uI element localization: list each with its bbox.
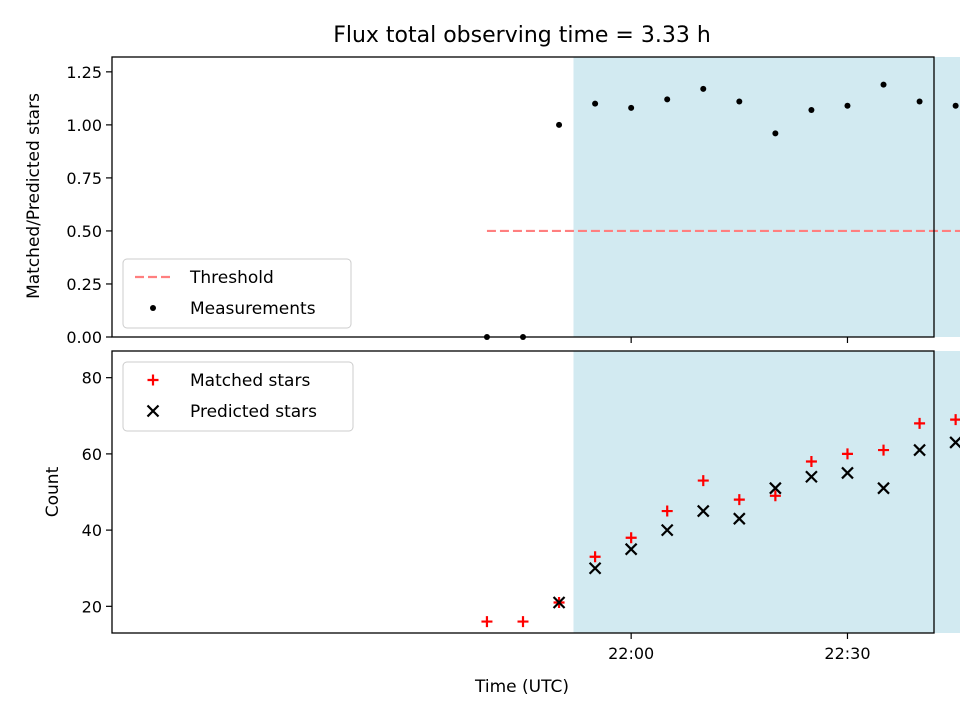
legend-label: Matched stars	[190, 371, 310, 391]
predicted-stars-point	[588, 561, 602, 575]
matched-stars-point	[733, 494, 745, 506]
predicted-stars-point	[660, 523, 674, 537]
measurement-point	[772, 130, 779, 137]
ratio-panel-y-label: Matched/Predicted stars	[24, 93, 44, 299]
matched-stars-point	[805, 456, 817, 468]
count-panel-y-label: Count	[43, 466, 63, 517]
matched-stars-point	[950, 414, 960, 426]
y-tick-label: 1.00	[66, 116, 102, 135]
y-tick-label: 60	[82, 445, 102, 464]
matched-stars-point	[914, 417, 926, 429]
measurement-point	[664, 96, 671, 103]
measurement-point	[700, 85, 707, 92]
matched-stars-point	[661, 505, 673, 517]
legend-box	[122, 258, 352, 329]
y-tick-label: 0.50	[66, 222, 102, 241]
measurement-point	[808, 107, 815, 114]
x-tick-label: 22:00	[608, 644, 654, 663]
legend-label: Measurements	[190, 299, 316, 319]
measurement-point	[736, 98, 743, 105]
legend-measurements-swatch	[150, 305, 156, 311]
chart-title: Flux total observing time = 3.33 h	[333, 23, 711, 48]
count-legend: Matched stars Predicted stars	[122, 361, 354, 432]
observing-span	[573, 57, 960, 337]
matched-stars-point	[481, 616, 493, 628]
matched-stars-point	[769, 490, 781, 502]
legend-matched-swatch	[147, 374, 159, 386]
y-tick-label: 20	[82, 597, 102, 616]
predicted-stars-point	[696, 504, 710, 518]
y-tick-label: 0.25	[66, 275, 102, 294]
measurement-point	[628, 104, 635, 111]
y-tick-label: 80	[82, 369, 102, 388]
measurement-point	[916, 98, 923, 105]
x-tick-label: 22:30	[824, 644, 870, 663]
y-tick-label: 40	[82, 521, 102, 540]
x-axis-label: Time (UTC)	[474, 677, 569, 697]
predicted-stars-point	[949, 436, 960, 449]
y-tick-label: 1.25	[66, 63, 102, 82]
measurement-point	[880, 81, 887, 88]
matched-stars-point	[697, 475, 709, 487]
matched-stars-point	[589, 551, 601, 563]
ratio-legend: Threshold Measurements	[122, 258, 352, 329]
predicted-stars-point	[552, 596, 566, 609]
legend-box	[122, 361, 354, 432]
measurement-point	[844, 102, 851, 109]
measurement-point	[556, 121, 563, 128]
predicted-stars-point	[841, 466, 854, 480]
predicted-stars-point	[805, 470, 818, 484]
observing-span	[573, 351, 960, 633]
predicted-stars-point	[624, 542, 638, 556]
measurement-point	[952, 102, 959, 109]
predicted-stars-point	[877, 481, 890, 495]
legend-label: Threshold	[189, 268, 274, 288]
measurement-point	[592, 100, 599, 107]
ratio-panel: Matched/Predicted stars 0.00 0.25 0.50 0.75…	[24, 56, 960, 347]
matched-stars-point	[517, 616, 529, 628]
matched-stars-point	[841, 448, 853, 460]
axes-frame	[111, 350, 935, 634]
y-tick-label: 0.75	[66, 169, 102, 188]
matched-stars-point	[625, 532, 637, 544]
matched-stars-point	[878, 444, 890, 456]
legend-label: Predicted stars	[190, 402, 317, 422]
legend-predicted-swatch	[146, 404, 160, 418]
axes-frame	[111, 56, 935, 338]
count-panel: Count 2040608022:0022:3023:0023:3000:000…	[43, 350, 960, 663]
y-tick-label: 0.00	[66, 328, 102, 347]
predicted-stars-point	[733, 512, 746, 525]
predicted-stars-point	[769, 481, 782, 495]
predicted-stars-point	[913, 443, 926, 457]
